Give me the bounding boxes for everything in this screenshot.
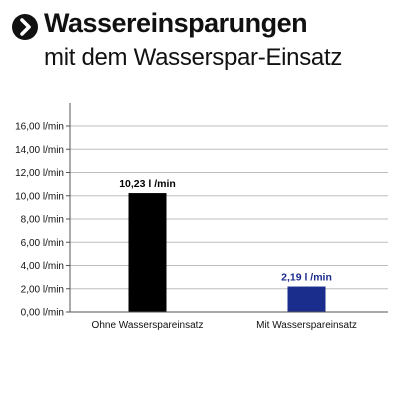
y-tick-label: 16,00 l/min bbox=[15, 122, 64, 133]
chart-subtitle: mit dem Wasserspar-Einsatz bbox=[44, 44, 343, 71]
y-tick-label: 0,00 l/min bbox=[21, 308, 64, 319]
data-label: 2,19 l /min bbox=[281, 272, 332, 284]
y-tick-label: 10,00 l/min bbox=[15, 191, 64, 202]
x-category-label: Mit Wasserspareinsatz bbox=[256, 320, 357, 331]
y-tick-label: 8,00 l/min bbox=[21, 215, 64, 226]
data-label: 10,23 l /min bbox=[119, 178, 176, 190]
y-tick-label: 2,00 l/min bbox=[21, 284, 64, 295]
y-tick-label: 12,00 l/min bbox=[15, 168, 64, 179]
gridlines bbox=[70, 125, 388, 290]
y-tick-label: 14,00 l/min bbox=[15, 145, 64, 156]
y-tick-label: 6,00 l/min bbox=[21, 238, 64, 249]
y-axis: 0,00 l/min 2,00 l/min 4,00 l/min 6,00 l/min… bbox=[15, 103, 71, 319]
x-category-label: Ohne Wasserspareinsatz bbox=[92, 320, 204, 331]
bar bbox=[287, 286, 326, 312]
bar bbox=[128, 193, 167, 312]
header: Wassereinsparungen mit dem Wasserspar-Ei… bbox=[10, 8, 390, 78]
chart-title: Wassereinsparungen bbox=[44, 8, 308, 38]
y-tick-label: 4,00 l/min bbox=[21, 261, 64, 272]
bars: 10,23 l /min 2,19 l /min bbox=[119, 178, 332, 312]
x-axis: Ohne Wasserspareinsatz Mit Wasserspareins… bbox=[70, 311, 388, 331]
arrow-right-circle-icon bbox=[12, 14, 38, 40]
